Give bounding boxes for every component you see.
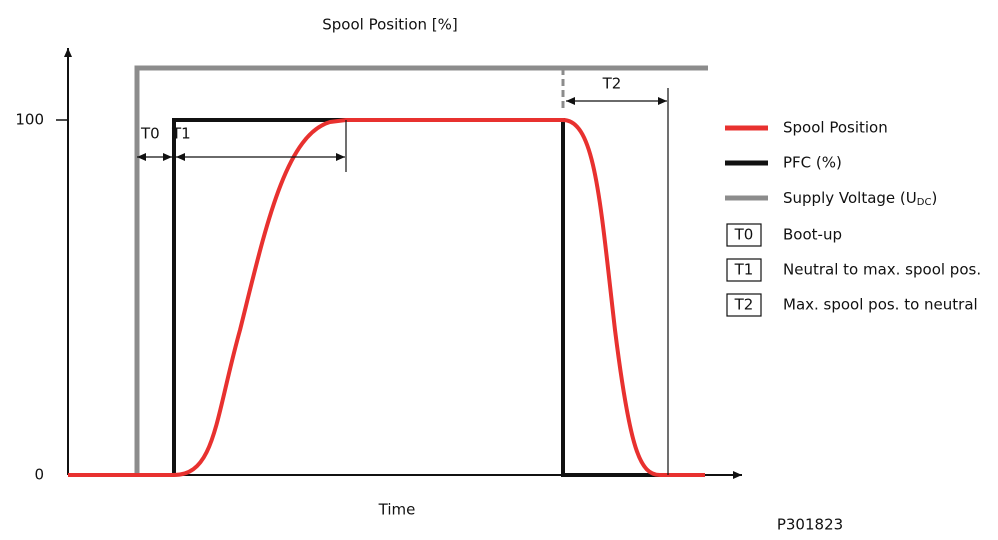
x-axis-label: Time xyxy=(378,501,416,519)
interval-label: T2 xyxy=(602,75,622,93)
figure-id: P301823 xyxy=(777,516,843,534)
key-code: T0 xyxy=(734,226,754,244)
legend-label: Supply Voltage (UDC) xyxy=(783,189,937,209)
legend-label-part: DC xyxy=(917,197,932,208)
y-tick-label: 0 xyxy=(34,466,44,484)
key-box xyxy=(726,258,762,282)
legend-label-part: Supply Voltage (U xyxy=(783,189,917,207)
y-tick-label: 100 xyxy=(15,111,44,129)
legend: Spool Position PFC (%) Supply Voltage (UDC… xyxy=(725,119,981,317)
legend-label: PFC (%) xyxy=(783,154,842,172)
supply-voltage-line xyxy=(134,65,708,475)
key-box xyxy=(726,293,762,317)
legend-label: Spool Position xyxy=(783,119,888,137)
interval-label: T1 xyxy=(171,125,191,143)
key-code: T1 xyxy=(734,261,754,279)
key-label: Boot-up xyxy=(783,226,842,244)
spool-position-line xyxy=(68,118,705,477)
legend-label-part: ) xyxy=(931,189,937,207)
title: Spool Position [%] xyxy=(322,16,457,34)
interval-label: T0 xyxy=(140,125,160,143)
key-label: Neutral to max. spool pos. xyxy=(783,261,981,279)
key-code: T2 xyxy=(734,296,754,314)
key-label: Max. spool pos. to neutral xyxy=(783,296,978,314)
key-box xyxy=(726,223,762,247)
